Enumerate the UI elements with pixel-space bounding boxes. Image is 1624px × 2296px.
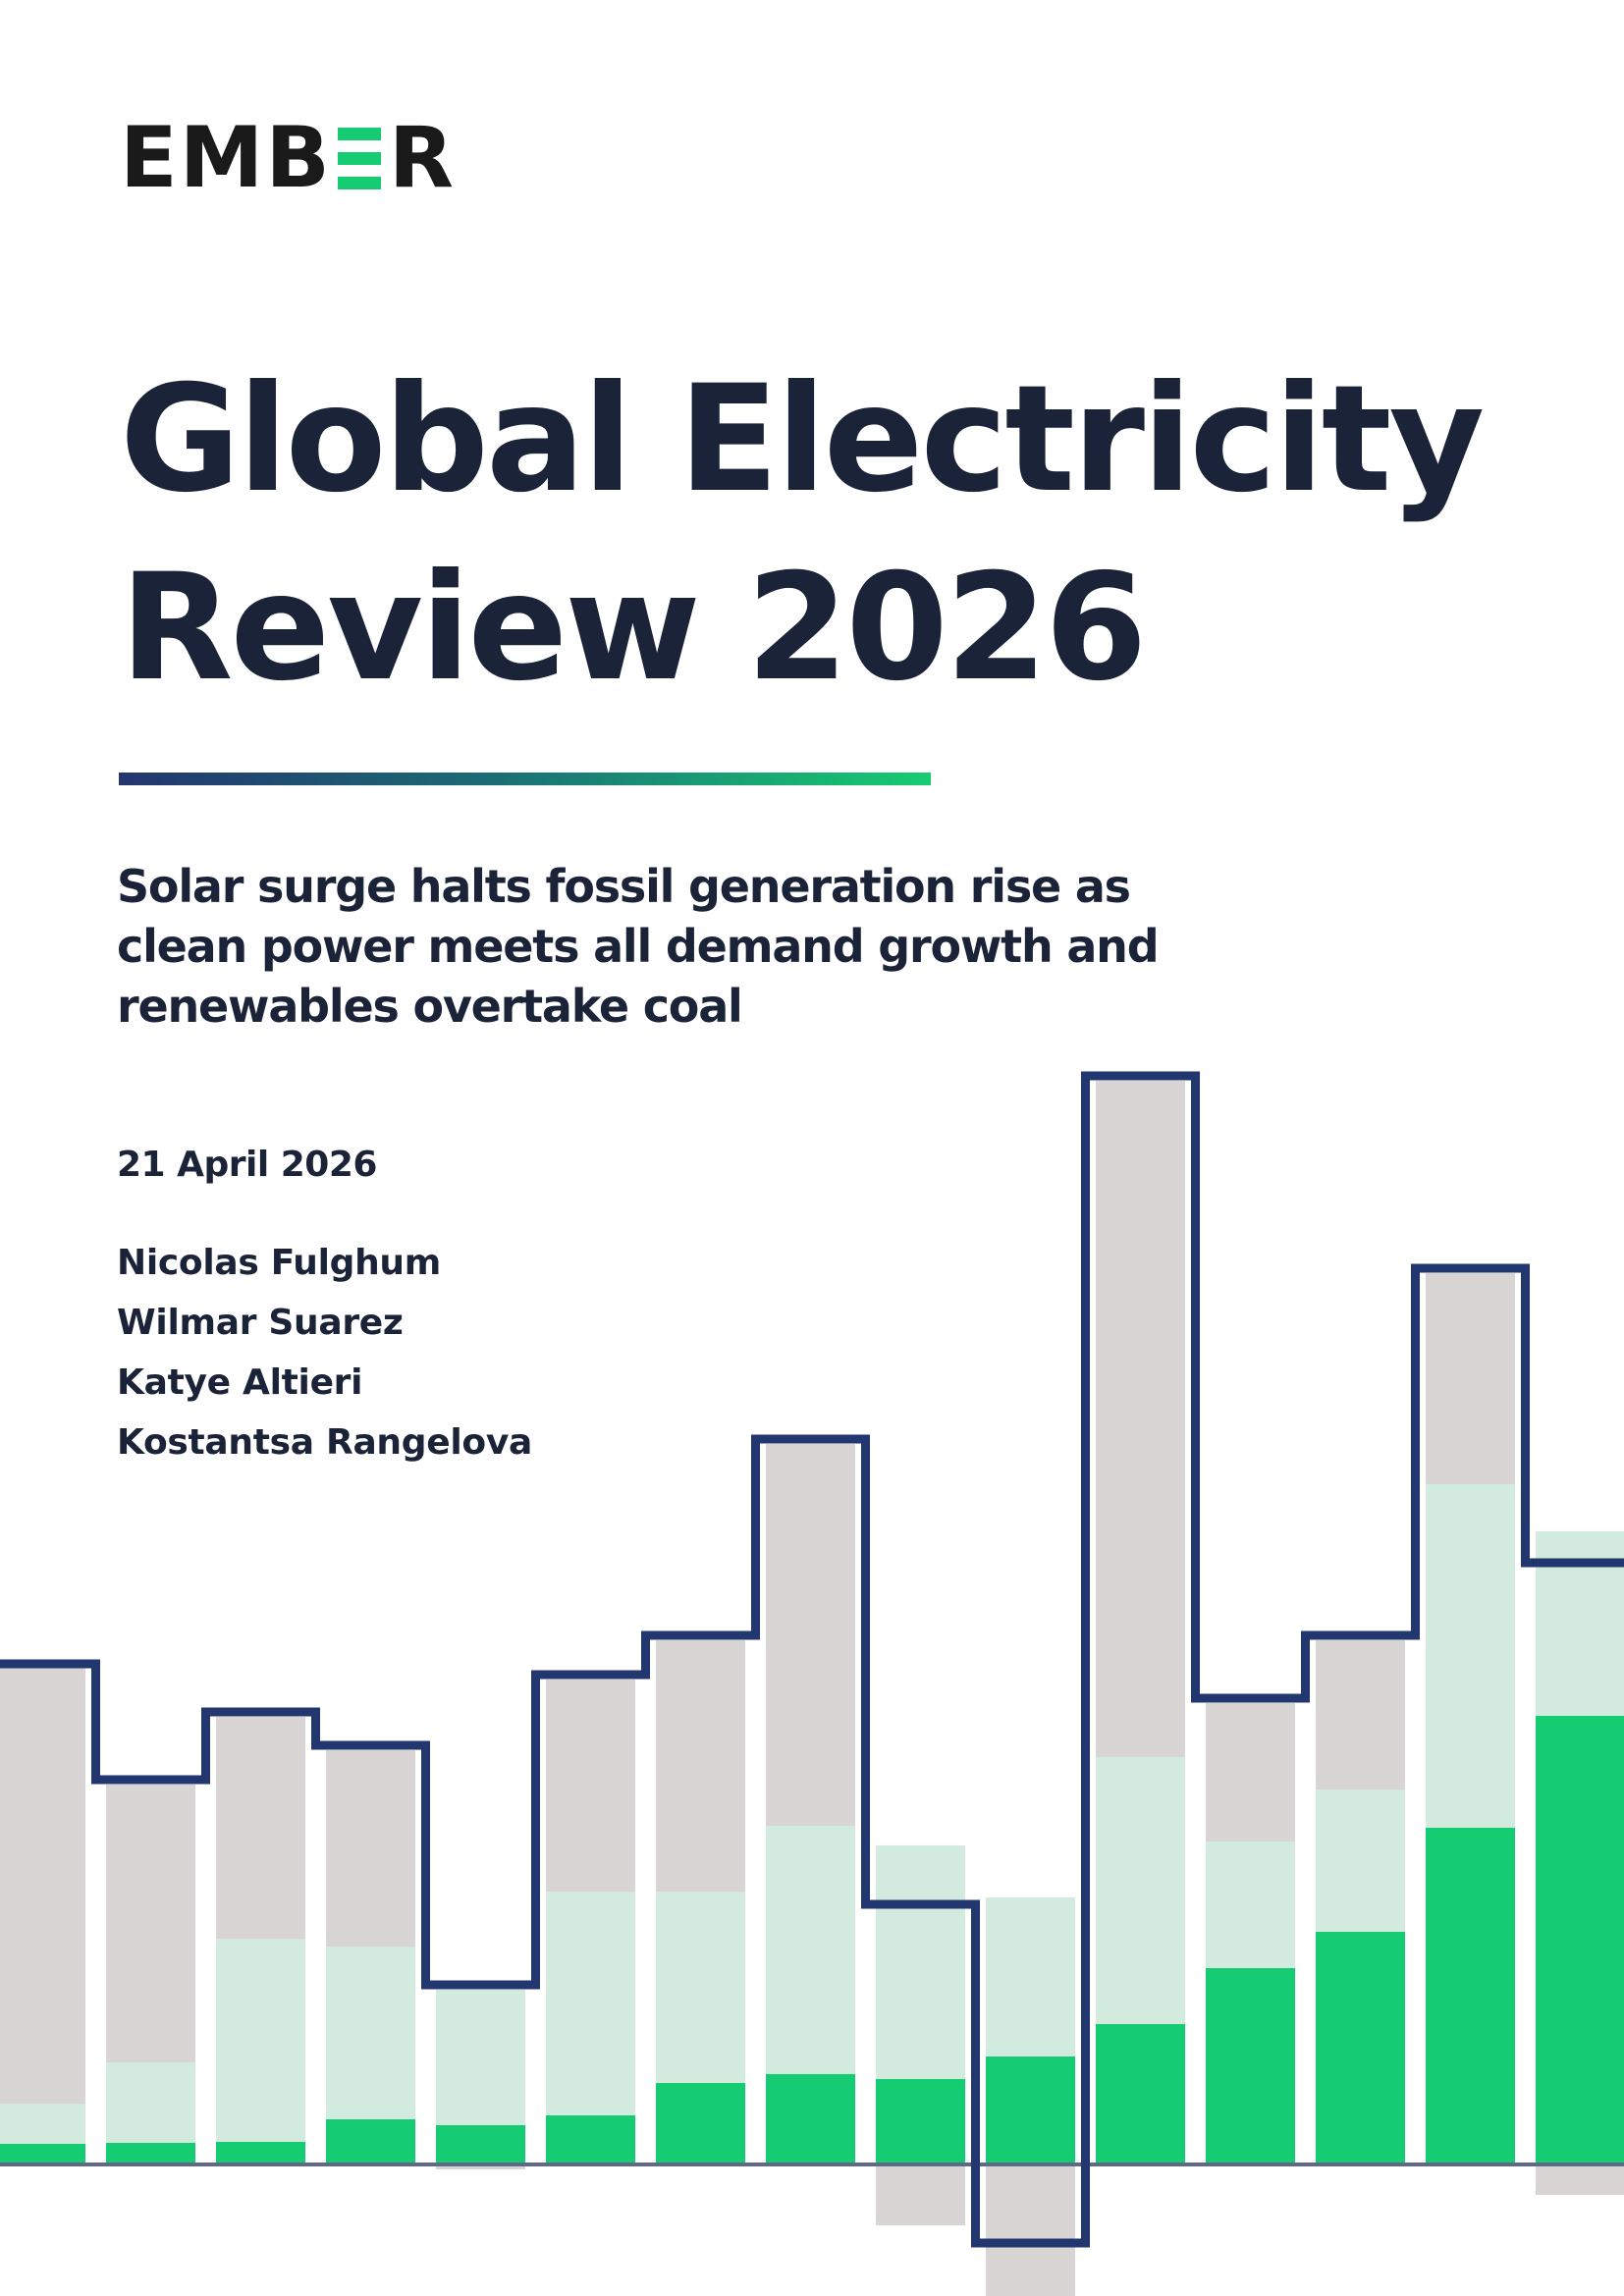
logo-text-left: EMB — [120, 109, 332, 207]
bar-segment-fossil — [326, 1750, 415, 1947]
title-line: Global Electricity — [120, 354, 1485, 525]
bar-segment-other-clean — [1316, 1789, 1405, 1932]
author-name: Nicolas Fulghum — [117, 1243, 441, 1283]
bar-segment-fossil — [216, 1717, 305, 1939]
gradient-divider — [119, 773, 931, 785]
author-name: Katye Altieri — [117, 1362, 363, 1403]
chart-baseline — [0, 2163, 1624, 2166]
bar-segment-fossil — [986, 2164, 1075, 2296]
subtitle-line: Solar surge halts fossil generation rise… — [117, 860, 1131, 913]
bar-segment-other-clean — [1426, 1484, 1515, 1828]
report-subtitle: Solar surge halts fossil generation rise… — [117, 857, 1295, 1037]
bar-segment-other-clean — [216, 1939, 305, 2142]
bar-segment-other-clean — [436, 1990, 525, 2125]
logo-bar — [337, 151, 381, 165]
bar-segment-fossil — [436, 2164, 525, 2169]
bar-segment-other-clean — [0, 2104, 85, 2144]
bar-segment-other-clean — [326, 1947, 415, 2119]
bar-segment-fossil — [876, 2164, 965, 2225]
bar-segment-other-clean — [546, 1892, 635, 2115]
bar-segment-solar — [546, 2115, 635, 2164]
bar-segment-fossil — [1426, 1273, 1515, 1484]
bar-segment-other-clean — [1536, 1531, 1624, 1716]
bar-segment-solar — [106, 2143, 195, 2164]
bar-segment-solar — [1096, 2024, 1185, 2164]
bar-segment-other-clean — [656, 1892, 745, 2083]
bar-segment-fossil — [1316, 1640, 1405, 1789]
logo-bar — [337, 176, 381, 189]
report-title: Global Electricity Review 2026 — [120, 346, 1485, 722]
bar-segment-fossil — [766, 1444, 855, 1826]
bar-segment-fossil — [106, 1785, 195, 2062]
bar-segment-solar — [326, 2119, 415, 2164]
bar-segment-solar — [986, 2056, 1075, 2164]
author-name: Kostantsa Rangelova — [117, 1422, 532, 1463]
bar-segment-solar — [436, 2125, 525, 2164]
bar-segment-solar — [1536, 1716, 1624, 2164]
bar-segment-fossil — [656, 1640, 745, 1892]
bar-segment-other-clean — [106, 2062, 195, 2143]
bar-segment-other-clean — [766, 1826, 855, 2074]
bar-segment-other-clean — [986, 1897, 1075, 2056]
bar-segment-fossil — [1206, 1703, 1295, 1842]
bar-segment-solar — [1316, 1932, 1405, 2164]
bar-segment-fossil — [1536, 2164, 1624, 2195]
bar-segment-other-clean — [1206, 1842, 1295, 1968]
title-line: Review 2026 — [120, 543, 1147, 714]
logo-text-right: R — [388, 109, 457, 207]
bar-segment-other-clean — [876, 1845, 965, 2079]
bar-segment-fossil — [0, 1668, 85, 2104]
ember-logo: EMB R — [120, 109, 457, 207]
bar-segment-solar — [656, 2083, 745, 2164]
logo-wordmark: EMB R — [120, 109, 457, 207]
bar-segment-fossil — [1096, 1081, 1185, 1757]
subtitle-line: clean power meets all demand growth and — [117, 920, 1160, 973]
author-name: Wilmar Suarez — [117, 1303, 404, 1343]
bar-segment-solar — [876, 2079, 965, 2164]
bar-segment-solar — [766, 2074, 855, 2164]
bar-segment-solar — [216, 2142, 305, 2164]
logo-e-bars-icon — [337, 127, 381, 189]
bar-segment-solar — [1206, 1968, 1295, 2164]
bar-segment-solar — [1426, 1828, 1515, 2164]
subtitle-line: renewables overtake coal — [117, 980, 743, 1033]
logo-bar — [337, 127, 381, 140]
bar-segment-other-clean — [1096, 1757, 1185, 2024]
bar-segment-fossil — [546, 1680, 635, 1892]
bar-segment-solar — [0, 2144, 85, 2164]
publication-date: 21 April 2026 — [117, 1145, 377, 1185]
author-list: Nicolas Fulghum Wilmar Suarez Katye Alti… — [117, 1233, 532, 1472]
